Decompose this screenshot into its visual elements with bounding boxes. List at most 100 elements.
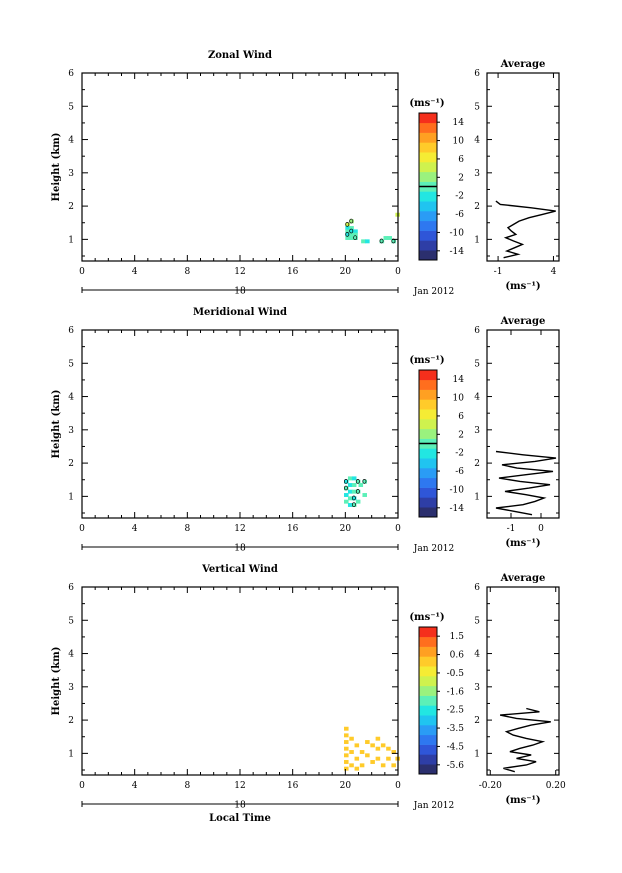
x-tick-label: 12 — [234, 267, 245, 277]
x-tick-label: 12 — [234, 524, 245, 534]
average-frame — [486, 329, 560, 519]
avg-y-tick-label: 2 — [474, 716, 480, 726]
average-frame — [486, 72, 560, 262]
average-title: Average — [500, 59, 546, 70]
heatmap-cell — [349, 232, 354, 237]
y-tick-label: 4 — [68, 650, 74, 660]
colorbar-tick-label: -10 — [450, 485, 465, 495]
colorbar-tick-label: -6 — [455, 210, 464, 220]
average-frame — [486, 586, 560, 776]
colorbar-tick-label: 2 — [458, 430, 464, 440]
colorbar-tick-label: 6 — [458, 155, 464, 165]
heatmap-cell — [344, 740, 349, 744]
heatmap-cell — [370, 760, 375, 764]
x-tick-label: 8 — [184, 267, 190, 277]
heatmap-cell — [344, 726, 349, 731]
panel-title: Vertical Wind — [201, 564, 278, 575]
day-label: 18 — [234, 801, 246, 811]
colorbar-tick-label: 10 — [453, 137, 465, 147]
y-tick-label: 4 — [68, 136, 74, 146]
colorbar-tick-label: -3.5 — [447, 724, 465, 734]
heatmap-cell — [353, 236, 358, 240]
day-label: 18 — [234, 287, 246, 297]
colorbar-segment — [419, 370, 437, 381]
contour-mark — [344, 485, 348, 491]
y-tick-label: 2 — [68, 716, 74, 726]
heatmap-cell — [380, 763, 386, 768]
x-tick-label: 16 — [287, 524, 299, 534]
colorbar-tick-label: -2 — [455, 192, 464, 202]
colorbar-segment — [419, 705, 437, 716]
colorbar-tick-label: 10 — [453, 394, 465, 404]
y-tick-label: 5 — [68, 616, 74, 626]
heatmap-cells — [344, 726, 400, 771]
colorbar-segment — [419, 201, 437, 212]
colorbar-segment — [419, 497, 437, 508]
average-profile-line — [499, 707, 551, 773]
colorbar-frame — [418, 626, 438, 775]
heatmap-cell — [345, 229, 350, 234]
heatmap-cell — [344, 753, 349, 758]
heatmap-cell — [351, 496, 357, 501]
heatmap-cell — [386, 756, 391, 761]
heatmap-cell — [387, 236, 393, 240]
colorbar-segment — [419, 477, 437, 488]
heatmap-cell — [354, 756, 360, 761]
colorbar-segment — [419, 764, 437, 775]
colorbar-segment — [419, 695, 437, 706]
avg-y-tick-label: 6 — [474, 69, 480, 79]
colorbar-unit: (ms⁻¹) — [409, 98, 444, 109]
heatmap-cell — [345, 226, 350, 230]
avg-y-tick-label: 5 — [474, 102, 480, 112]
y-tick-label: 5 — [68, 359, 74, 369]
heatmap-cell — [365, 753, 370, 758]
y-tick-label: 1 — [68, 749, 74, 759]
colorbar-tick-label: 6 — [458, 412, 464, 422]
x-axis-title: Local Time — [209, 813, 271, 824]
avg-y-tick-label: 3 — [474, 426, 480, 436]
heatmap-cell — [351, 476, 357, 481]
contour-mark — [345, 232, 350, 237]
avg-x-tick-label: -1 — [494, 267, 503, 277]
avg-y-tick-label: 3 — [474, 169, 480, 179]
contour-mark — [349, 218, 354, 224]
avg-x-axis-title: (ms⁻¹) — [505, 538, 540, 549]
heatmap-cell — [349, 763, 354, 768]
colorbar-tick-label: -10 — [450, 228, 465, 238]
y-tick-label: 4 — [68, 393, 74, 403]
colorbar-segment — [419, 250, 437, 261]
heatmap-cell — [354, 743, 360, 748]
avg-x-tick-label: 4 — [551, 267, 557, 277]
colorbar-segment — [419, 211, 437, 222]
colorbar-tick-label: 0.6 — [450, 651, 465, 661]
heatmap-cell — [349, 229, 354, 234]
heatmap-cell — [370, 743, 375, 748]
x-tick-label: 0 — [395, 267, 401, 277]
colorbar-segment — [419, 142, 437, 153]
colorbar-segment — [419, 487, 437, 498]
colorbar-unit: (ms⁻¹) — [409, 355, 444, 366]
colorbar-segment — [419, 448, 437, 459]
colorbar-segment — [419, 744, 437, 755]
avg-y-tick-label: 6 — [474, 326, 480, 336]
average-title: Average — [500, 573, 546, 584]
contour-mark — [353, 235, 358, 241]
colorbar-tick-label: 14 — [453, 118, 465, 128]
heatmap-cell — [365, 740, 370, 744]
colorbar-segment — [419, 122, 437, 133]
colorbar-tick-label: -0.5 — [447, 669, 465, 679]
colorbar-segment — [419, 152, 437, 163]
colorbar-segment — [419, 379, 437, 390]
avg-x-tick-label: -0.20 — [479, 781, 502, 791]
colorbar-segment — [419, 162, 437, 173]
average-title: Average — [500, 316, 546, 327]
heatmap-cell — [375, 746, 381, 751]
heatmap-cell — [345, 236, 350, 240]
heatmap-cell — [344, 760, 349, 764]
heatmap-cell — [344, 766, 349, 771]
heatmap-cell — [355, 479, 361, 484]
